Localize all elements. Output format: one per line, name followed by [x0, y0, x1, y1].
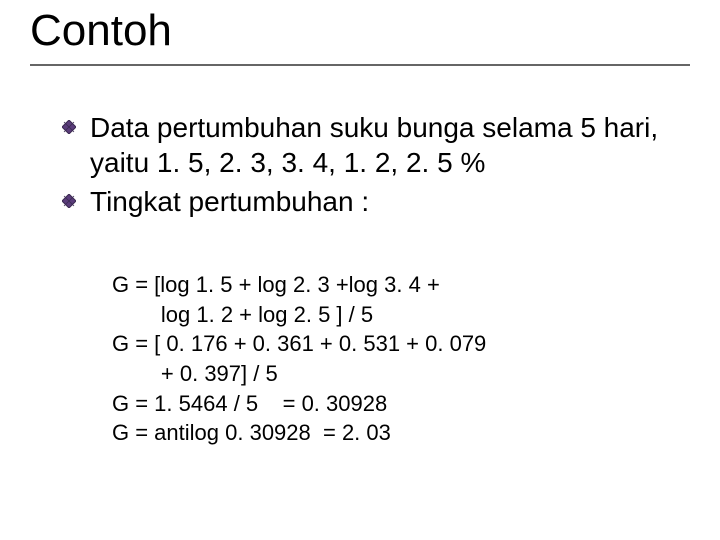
list-item: Data pertumbuhan suku bunga selama 5 har…	[90, 110, 680, 180]
calc-line: + 0. 397] / 5	[112, 359, 672, 389]
calc-line: log 1. 2 + log 2. 5 ] / 5	[112, 300, 672, 330]
calc-line: G = antilog 0. 30928 = 2. 03	[112, 418, 672, 448]
bullet-list: Data pertumbuhan suku bunga selama 5 har…	[90, 110, 680, 223]
page-title: Contoh	[30, 6, 690, 56]
title-container: Contoh	[30, 6, 690, 66]
calc-line: G = [ 0. 176 + 0. 361 + 0. 531 + 0. 079	[112, 329, 672, 359]
calc-line: G = 1. 5464 / 5 = 0. 30928	[112, 389, 672, 419]
diamond-bullet-icon	[62, 120, 76, 134]
calculation-block: G = [log 1. 5 + log 2. 3 +log 3. 4 + log…	[112, 270, 672, 448]
list-item: Tingkat pertumbuhan :	[90, 184, 680, 219]
diamond-bullet-icon	[62, 194, 76, 208]
list-item-text: Data pertumbuhan suku bunga selama 5 har…	[90, 110, 680, 180]
calc-line: G = [log 1. 5 + log 2. 3 +log 3. 4 +	[112, 270, 672, 300]
slide: Contoh Data pertumbuhan suku bunga selam…	[0, 0, 720, 540]
list-item-text: Tingkat pertumbuhan :	[90, 184, 680, 219]
